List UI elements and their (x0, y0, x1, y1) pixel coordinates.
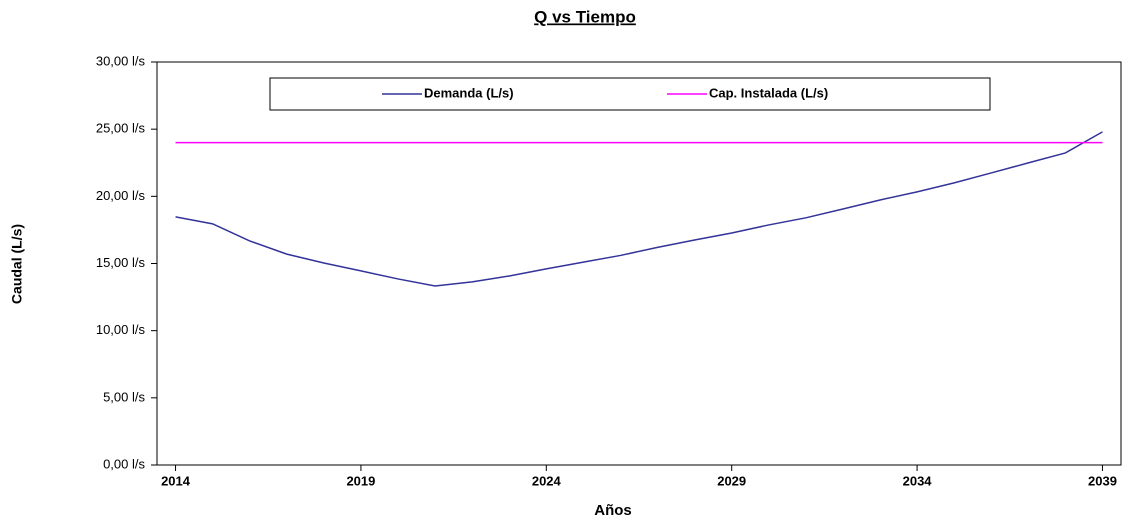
x-tick-label: 2029 (717, 473, 746, 488)
y-tick-label: 0,00 l/s (103, 456, 145, 471)
x-tick-label: 2034 (903, 473, 933, 488)
series-line (175, 131, 1103, 287)
legend-label: Cap. Instalada (L/s) (709, 85, 828, 100)
x-tick-label: 2019 (346, 473, 375, 488)
y-tick-label: 20,00 l/s (96, 188, 146, 203)
chart-title: Q vs Tiempo (534, 7, 636, 26)
legend-box (269, 77, 991, 111)
y-axis-label: Caudal (L/s) (9, 224, 25, 304)
y-tick-label: 25,00 l/s (96, 121, 146, 136)
y-tick-label: 30,00 l/s (96, 53, 146, 68)
y-tick-label: 5,00 l/s (103, 389, 145, 404)
x-tick-label: 2014 (161, 473, 191, 488)
x-axis-label: Años (594, 502, 632, 519)
y-tick-label: 10,00 l/s (96, 322, 146, 337)
plot-frame (156, 61, 1122, 466)
x-tick-label: 2039 (1088, 473, 1117, 488)
x-tick-label: 2024 (532, 473, 562, 488)
legend-label: Demanda (L/s) (424, 85, 514, 100)
y-tick-label: 15,00 l/s (96, 255, 146, 270)
